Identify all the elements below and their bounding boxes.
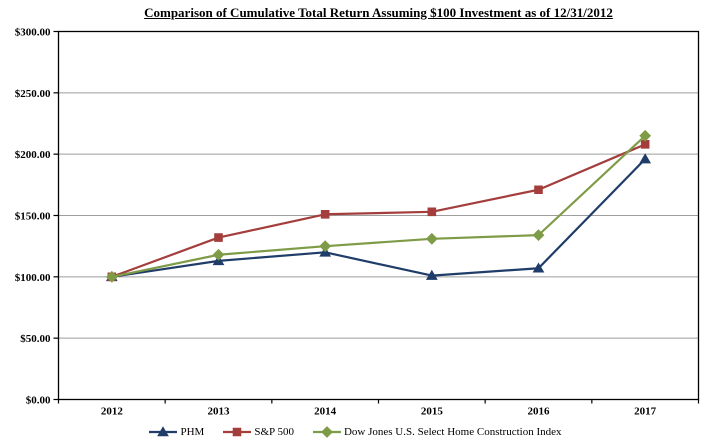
legend-label-phm: PHM <box>180 426 205 438</box>
marker-s-p-500-2013 <box>214 233 223 242</box>
marker-s-p-500-2016 <box>534 185 543 195</box>
y-tick-label-200: $200.00 <box>15 149 51 161</box>
legend: PHM S&P 500 Dow Jones U.S. Select Home Con… <box>0 423 710 441</box>
marker-dow-jones-u-s-select-home-construction-index-2016 <box>532 229 545 242</box>
x-label-2013: 2013 <box>208 406 231 418</box>
series-dow-jones-u-s-select-home-construction-index-line <box>111 134 646 278</box>
marker-dow-jones-u-s-select-home-construction-index-2012 <box>105 270 118 283</box>
x-label-2016: 2016 <box>528 406 551 418</box>
legend-label-s-p-500: S&P 500 <box>254 426 294 438</box>
marker-dow-jones-u-s-select-home-construction-index-2017 <box>639 129 652 142</box>
marker-dow-jones-u-s-select-home-construction-index-2014 <box>319 240 332 253</box>
marker-s-p-500-2017 <box>640 140 650 149</box>
legend-item-s-p-500: S&P 500 <box>222 426 294 438</box>
marker-phm-2016 <box>532 262 545 273</box>
legend-diamond-marker-icon <box>312 426 341 438</box>
marker-dow-jones-u-s-select-home-construction-index-2015 <box>425 232 438 245</box>
y-tick-label-0: $0.00 <box>26 395 51 407</box>
marker-phm-2015 <box>425 269 438 280</box>
x-label-2014: 2014 <box>314 406 337 418</box>
y-tick-label-150: $150.00 <box>15 211 51 223</box>
marker-phm-2017 <box>639 153 652 164</box>
y-tick-label-50: $50.00 <box>20 333 51 345</box>
legend-item-dow-jones-u-s-select-home-construction-index: Dow Jones U.S. Select Home Construction … <box>312 426 562 438</box>
legend-square-marker-icon <box>223 427 252 437</box>
series-phm-line <box>111 158 646 278</box>
x-label-2012: 2012 <box>101 406 124 418</box>
legend-label-dow-jones-u-s-select-home-construction-index: Dow Jones U.S. Select Home Construction … <box>343 426 562 438</box>
series-s-p-500-line <box>111 143 646 278</box>
y-tick-label-250: $250.00 <box>15 88 51 100</box>
y-tick-label-300: $300.00 <box>15 27 51 39</box>
y-tick-label-100: $100.00 <box>15 272 51 284</box>
legend-triangle-marker-icon <box>149 426 178 437</box>
x-label-2017: 2017 <box>634 406 657 418</box>
marker-dow-jones-u-s-select-home-construction-index-2013 <box>212 248 225 261</box>
legend-item-phm: PHM <box>148 426 204 438</box>
plot-area: $0.00 $50.00 $100.00 $150.00 $200.00 $250.00 $… <box>15 27 700 418</box>
chart-title: Comparison of Cumulative Total Return As… <box>144 5 613 20</box>
marker-s-p-500-2015 <box>427 207 437 217</box>
x-label-2015: 2015 <box>421 406 444 418</box>
marker-s-p-500-2014 <box>320 209 330 219</box>
